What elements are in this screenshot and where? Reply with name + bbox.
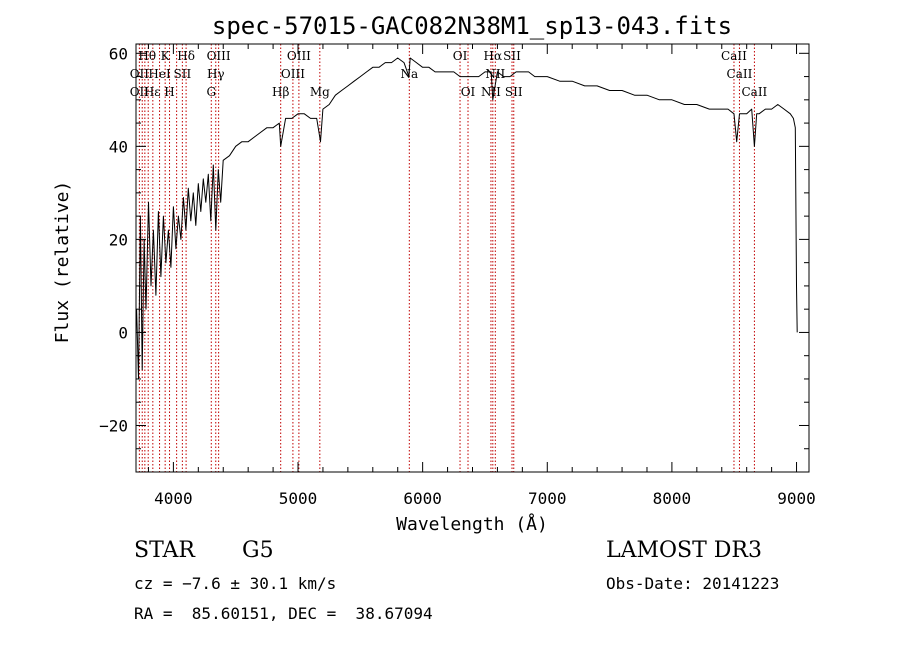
x-tick-label: 8000 xyxy=(653,489,692,508)
object-subclass: G5 xyxy=(242,538,274,563)
line-label: Na xyxy=(400,67,418,81)
y-axis-label: Flux (relative) xyxy=(52,181,73,344)
object-class: STAR xyxy=(134,538,195,563)
line-label: Hθ xyxy=(138,49,156,63)
survey-name: LAMOST DR3 xyxy=(606,538,762,563)
line-label: OI xyxy=(461,85,476,99)
line-label: H xyxy=(164,85,174,99)
y-tick-label: 60 xyxy=(109,44,128,63)
obs-date-label: Obs-Date: 20141223 xyxy=(606,574,780,593)
line-label: CaII xyxy=(741,85,767,99)
y-axis: −20 0 20 40 60 xyxy=(99,44,809,450)
line-label: Mg xyxy=(310,85,330,99)
line-label: NII xyxy=(485,67,505,81)
line-label: SII xyxy=(503,49,521,63)
line-label: OIII xyxy=(281,67,305,81)
y-tick-label: 20 xyxy=(109,230,128,249)
coordinates-label: RA = 85.60151, DEC = 38.67094 xyxy=(134,604,433,623)
line-label: SII xyxy=(174,67,192,81)
spectral-line-markers xyxy=(138,44,755,472)
line-label: CaII xyxy=(721,49,747,63)
flux-series xyxy=(136,57,798,380)
line-label: Hβ xyxy=(272,85,289,99)
flux-line xyxy=(136,57,798,380)
x-tick-label: 5000 xyxy=(279,489,318,508)
line-label: Hε xyxy=(144,85,161,99)
x-tick-label: 7000 xyxy=(528,489,567,508)
line-label: Hα xyxy=(484,49,503,63)
line-label: OII xyxy=(130,67,150,81)
x-tick-label: 9000 xyxy=(777,489,816,508)
line-label: Hδ xyxy=(177,49,195,63)
line-label: OIII xyxy=(287,49,311,63)
line-label: NII xyxy=(481,85,501,99)
y-tick-label: −20 xyxy=(99,416,128,435)
line-label: HeI xyxy=(148,67,171,81)
chart-title: spec-57015-GAC082N38M1_sp13-043.fits xyxy=(212,12,732,40)
redshift-label: cz = −7.6 ± 30.1 km/s xyxy=(134,574,337,593)
line-label: G xyxy=(206,85,216,99)
x-tick-label: 4000 xyxy=(154,489,193,508)
y-tick-label: 0 xyxy=(118,323,128,342)
line-label: SII xyxy=(505,85,523,99)
y-tick-label: 40 xyxy=(109,137,128,156)
x-axis-label: Wavelength (Å) xyxy=(396,513,548,535)
line-label: OIII xyxy=(207,49,231,63)
x-axis: 4000 5000 6000 7000 8000 9000 xyxy=(147,44,816,508)
line-label: OII xyxy=(130,85,150,99)
line-label: Hγ xyxy=(207,67,225,81)
line-label: OI xyxy=(453,49,468,63)
line-label: CaII xyxy=(727,67,753,81)
line-label: K xyxy=(161,49,171,63)
x-tick-label: 6000 xyxy=(403,489,442,508)
